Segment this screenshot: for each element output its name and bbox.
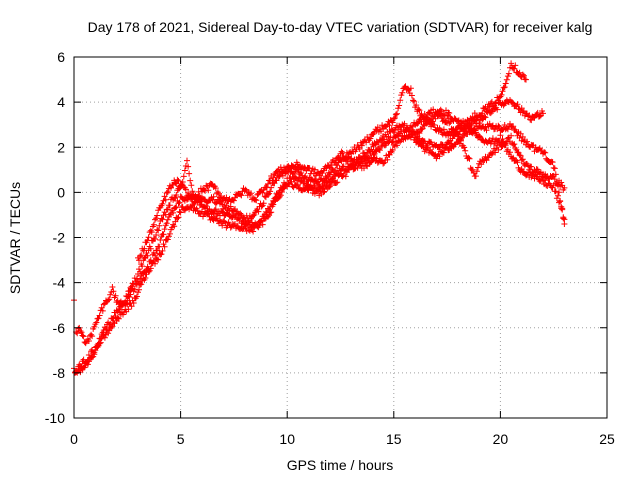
series-track-5 [412,122,568,223]
x-tick-labels: 0 5 10 15 20 25 [70,431,615,447]
chart-title: Day 178 of 2021, Sidereal Day-to-day VTE… [88,19,593,35]
series-track-4 [135,110,568,264]
series-track-2 [73,120,568,347]
x-tick-label: 25 [599,431,615,447]
x-tick-label: 10 [279,431,295,447]
y-tick-label: -4 [53,275,66,291]
y-tick-label: -8 [53,365,66,381]
series-points [73,120,568,347]
y-axis-label: SDTVAR / TECUs [7,182,23,294]
y-tick-label: 6 [57,49,65,65]
y-tick-label: 2 [57,139,65,155]
ticks [73,56,608,419]
y-tick-label: 0 [57,184,65,200]
y-tick-label: -6 [53,320,66,336]
y-tick-label: -2 [53,230,66,246]
x-axis-label: GPS time / hours [287,457,394,473]
x-tick-label: 20 [493,431,509,447]
y-tick-label: 4 [57,94,65,110]
data-points [71,60,568,376]
series-points [412,122,568,223]
x-tick-label: 5 [177,431,185,447]
y-tick-labels: -10 -8 -6 -4 -2 0 2 4 6 [45,49,65,426]
series-points [135,110,568,264]
x-tick-label: 0 [70,431,78,447]
x-tick-label: 15 [386,431,402,447]
y-tick-label: -10 [45,410,65,426]
